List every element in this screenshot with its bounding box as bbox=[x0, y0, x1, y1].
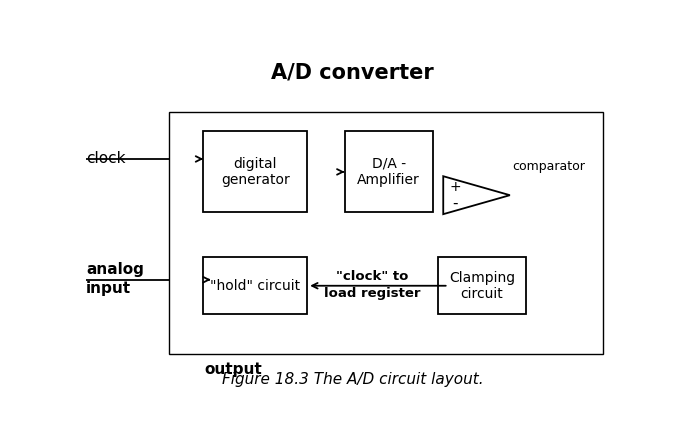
Text: digital
generator: digital generator bbox=[221, 157, 290, 187]
Text: D/A -
Amplifier: D/A - Amplifier bbox=[357, 157, 420, 187]
Text: "clock" to: "clock" to bbox=[336, 270, 409, 283]
Text: output: output bbox=[204, 362, 262, 377]
Text: "hold" circuit: "hold" circuit bbox=[211, 279, 301, 293]
Text: load register: load register bbox=[324, 287, 421, 300]
Text: Clamping
circuit: Clamping circuit bbox=[449, 271, 515, 301]
Bar bbox=[204, 257, 308, 314]
Polygon shape bbox=[443, 176, 510, 214]
Text: clock: clock bbox=[86, 151, 125, 166]
Text: Figure 18.3 The A/D circuit layout.: Figure 18.3 The A/D circuit layout. bbox=[222, 372, 484, 387]
Text: +: + bbox=[449, 180, 461, 194]
Text: -: - bbox=[452, 196, 458, 211]
Bar bbox=[169, 112, 603, 354]
Text: input: input bbox=[86, 281, 131, 296]
Text: analog: analog bbox=[86, 262, 144, 277]
Bar bbox=[345, 131, 433, 212]
Text: A/D converter: A/D converter bbox=[271, 63, 434, 83]
Text: comparator: comparator bbox=[513, 160, 585, 173]
Bar bbox=[438, 257, 526, 314]
Bar bbox=[204, 131, 308, 212]
